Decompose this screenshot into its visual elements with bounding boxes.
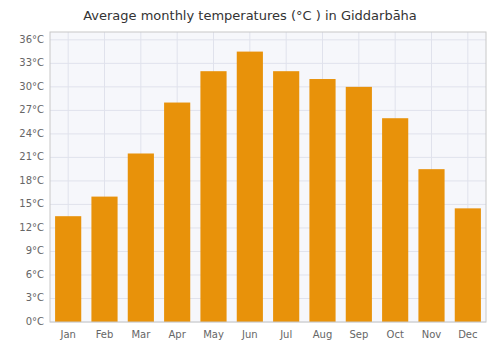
plot-frame bbox=[50, 32, 486, 322]
y-tick-label: 0°C bbox=[26, 316, 44, 327]
bar bbox=[164, 103, 190, 322]
bar bbox=[200, 71, 226, 322]
y-tick-label: 33°C bbox=[19, 57, 44, 68]
bar bbox=[309, 79, 335, 322]
bar bbox=[418, 169, 444, 322]
bar bbox=[237, 52, 263, 322]
bars bbox=[55, 52, 481, 322]
bar bbox=[128, 153, 154, 322]
x-tick-label: Jul bbox=[279, 329, 292, 340]
grid-line bbox=[50, 86, 486, 87]
x-tick-label: Jun bbox=[241, 329, 258, 340]
x-tick-label: Dec bbox=[458, 329, 477, 340]
grid-line bbox=[50, 39, 486, 40]
y-tick-label: 27°C bbox=[19, 104, 44, 115]
y-tick-label: 36°C bbox=[19, 34, 44, 45]
x-tick-label: Apr bbox=[169, 329, 187, 340]
y-tick-label: 18°C bbox=[19, 175, 44, 186]
x-tick-label: Feb bbox=[96, 329, 114, 340]
bar bbox=[455, 208, 481, 322]
y-tick-label: 30°C bbox=[19, 81, 44, 92]
grid-line bbox=[50, 110, 486, 111]
y-tick-label: 21°C bbox=[19, 151, 44, 162]
grid-line bbox=[50, 157, 486, 158]
y-tick-label: 15°C bbox=[19, 198, 44, 209]
y-tick-label: 9°C bbox=[26, 245, 44, 256]
bar bbox=[273, 71, 299, 322]
y-tick-label: 24°C bbox=[19, 128, 44, 139]
page: {"chart_data": {"type": "bar", "title": … bbox=[0, 0, 500, 350]
bar bbox=[382, 118, 408, 322]
chart: 0°C 3°C 6°C 9°C 12°C 15°C 18°C 21°C 24°C 27°C 30°C… bbox=[0, 0, 500, 350]
x-tick-label: Jan bbox=[59, 329, 75, 340]
x-tick-label: Nov bbox=[422, 329, 442, 340]
plot-area bbox=[50, 32, 486, 322]
bar bbox=[55, 216, 81, 322]
bar bbox=[346, 87, 372, 322]
title: Average monthly temperatures (°C ) in Gi… bbox=[83, 8, 417, 23]
x-tick-label: Sep bbox=[349, 329, 368, 340]
bar bbox=[91, 197, 117, 322]
grid-line bbox=[50, 133, 486, 134]
x-tick-label: Mar bbox=[131, 329, 151, 340]
x-tick-label: Oct bbox=[387, 329, 404, 340]
y-tick-label: 12°C bbox=[19, 222, 44, 233]
y-tick-label: 3°C bbox=[26, 292, 44, 303]
y-tick-label: 6°C bbox=[26, 269, 44, 280]
grid-line bbox=[50, 63, 486, 64]
x-tick-label: Aug bbox=[313, 329, 333, 340]
x-tick-label: May bbox=[203, 329, 224, 340]
